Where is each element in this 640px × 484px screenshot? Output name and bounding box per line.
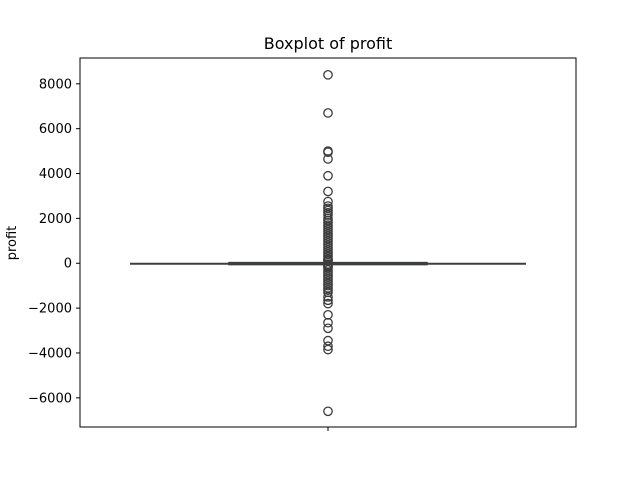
- chart-title: Boxplot of profit: [264, 34, 393, 53]
- y-tick-label: 4000: [39, 167, 72, 182]
- y-tick-label: −2000: [28, 302, 72, 317]
- y-tick-label: 6000: [39, 122, 72, 137]
- outlier-point: [323, 147, 333, 158]
- plot-area-frame: [79, 57, 577, 428]
- outlier-point: [323, 69, 333, 80]
- outlier-point: [323, 186, 333, 197]
- y-tick-label: −6000: [28, 391, 72, 406]
- y-tick-label: 0: [64, 257, 72, 272]
- outlier-point: [323, 317, 333, 328]
- outlier-point: [323, 295, 333, 306]
- outlier-point: [323, 108, 333, 118]
- y-tick-label: −4000: [28, 346, 72, 361]
- outlier-point: [323, 309, 333, 320]
- outlier-points: [323, 69, 333, 417]
- y-tick-label: 2000: [39, 212, 72, 227]
- outlier-point: [323, 170, 333, 181]
- y-tick-label: 8000: [39, 77, 72, 92]
- outlier-point: [323, 298, 333, 309]
- outlier-point: [323, 154, 333, 164]
- y-axis-ticks: 8000 6000 4000 2000 0 −2000 −4000 −6000: [28, 77, 80, 406]
- outlier-point: [323, 292, 333, 302]
- outlier-point: [323, 344, 333, 355]
- y-axis-label: profit: [5, 226, 20, 261]
- outlier-point: [323, 323, 333, 334]
- outlier-point: [323, 406, 333, 417]
- outlier-point: [323, 341, 333, 352]
